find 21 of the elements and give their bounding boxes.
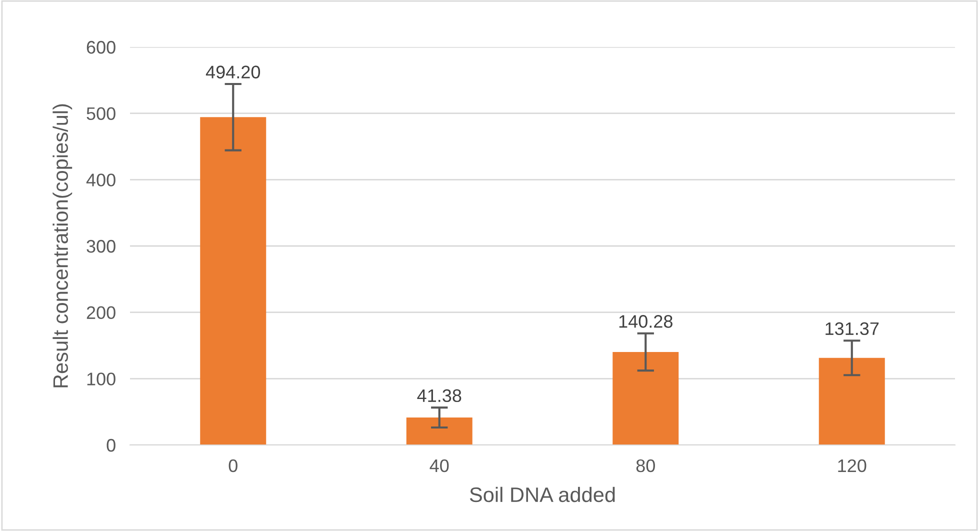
data-label: 140.28 — [619, 315, 672, 328]
bar — [818, 358, 885, 445]
y-tick-label: 100 — [87, 372, 116, 386]
y-tick-label: 300 — [86, 240, 116, 253]
x-axis-title: Soil DNA added — [470, 486, 615, 502]
bar — [406, 418, 472, 445]
y-tick-label: 200 — [86, 306, 116, 320]
bar — [200, 117, 266, 445]
y-tick-label: 500 — [86, 107, 116, 120]
x-tick-label: 40 — [430, 459, 449, 472]
x-tick-label: 80 — [636, 459, 655, 472]
data-label: 41.38 — [417, 389, 462, 402]
x-tick-label: 120 — [838, 459, 866, 472]
data-label: 131.37 — [826, 322, 879, 336]
x-tick-label: 0 — [228, 459, 238, 472]
y-tick-label: 0 — [106, 438, 116, 452]
y-axis-title: Result concentration(copies/ul) — [52, 104, 72, 388]
y-tick-label: 600 — [86, 40, 116, 54]
data-label: 494.20 — [206, 66, 260, 78]
bar — [612, 352, 679, 445]
y-tick-label: 400 — [86, 174, 116, 186]
